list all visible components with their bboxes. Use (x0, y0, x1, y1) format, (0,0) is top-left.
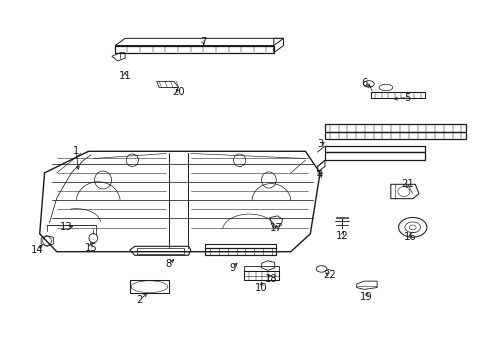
Text: 11: 11 (119, 71, 131, 81)
Text: 5: 5 (404, 93, 410, 103)
Text: 19: 19 (359, 292, 372, 302)
Text: 18: 18 (264, 274, 277, 284)
Text: 16: 16 (403, 232, 416, 242)
Text: 3: 3 (316, 139, 323, 149)
Text: 6: 6 (360, 78, 366, 88)
Text: 20: 20 (172, 87, 184, 97)
Text: 1: 1 (73, 146, 79, 156)
Text: 21: 21 (401, 179, 413, 189)
Text: 13: 13 (60, 222, 73, 231)
Text: 12: 12 (335, 231, 347, 240)
Text: 22: 22 (323, 270, 336, 280)
Text: 17: 17 (269, 224, 282, 233)
Text: 2: 2 (136, 295, 142, 305)
Text: 15: 15 (84, 243, 97, 253)
Text: 4: 4 (316, 170, 323, 180)
Text: 14: 14 (31, 245, 43, 255)
Text: 7: 7 (200, 37, 206, 47)
Text: 9: 9 (229, 263, 235, 273)
Text: 8: 8 (165, 259, 172, 269)
Text: 10: 10 (255, 283, 267, 293)
